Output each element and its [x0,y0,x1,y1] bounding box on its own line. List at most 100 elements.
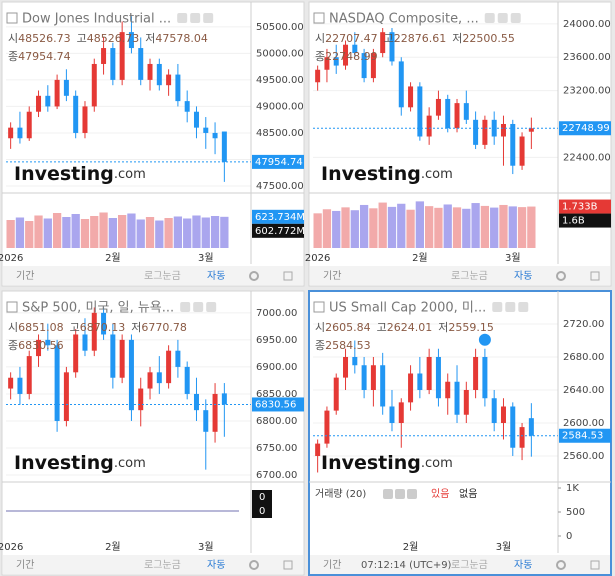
candle-body [8,127,14,139]
header-icon[interactable] [193,302,204,312]
candle-body [203,127,209,133]
header-icon[interactable] [177,13,188,23]
legend-icon[interactable] [395,489,405,499]
footer [3,266,303,285]
candle-body [454,103,460,129]
watermark-suffix: .com [114,456,146,471]
ohlc-name: 저 [131,321,141,334]
auto-button[interactable]: 자동 [207,270,225,282]
volume-bar [210,216,220,248]
y-tick-label: 7000.00 [256,308,297,319]
ohlc-value: 47954.74 [18,50,71,63]
volume-flag[interactable]: 있음 [431,488,449,500]
settings-icon[interactable] [249,560,259,570]
log-button[interactable]: 로그눈금 [144,270,181,282]
period-button[interactable]: 기간 [16,559,34,571]
y-tick-label: 50000.00 [256,48,304,59]
watermark-main: Investing [321,452,421,474]
volume-bar [359,204,369,248]
candle-body [463,389,469,415]
candle-body [36,339,42,357]
ohlc-item: 시2605.84 [315,321,371,334]
settings-icon[interactable] [249,271,259,281]
header-icon[interactable] [497,13,508,23]
log-button[interactable]: 로그눈금 [451,270,488,282]
candle-body [119,32,125,80]
header-icon[interactable] [180,302,191,312]
chart-icon [313,12,325,24]
log-button[interactable]: 로그눈금 [144,559,181,571]
ohlc-name: 고 [70,321,80,334]
chart-title: S&P 500, 미국, 일, 뉴욕... [22,301,174,316]
auto-button[interactable]: 자동 [514,270,532,282]
ohlc-item: 시6851.08 [8,321,64,334]
settings-icon[interactable] [556,271,566,281]
header-icon[interactable] [484,13,495,23]
candle-body [184,366,190,394]
header-icon[interactable] [492,302,503,312]
candle-body [73,334,79,373]
clock: 07:12:14 (UTC+9) [361,560,452,571]
volume-flag[interactable]: 없음 [459,487,477,500]
y-tick-label: 48500.00 [256,128,304,139]
volume-tick-label: 500 [566,507,585,518]
settings-icon[interactable] [556,560,566,570]
chart-title: Dow Jones Industrial ... [22,12,171,27]
candle-body [54,345,60,421]
candle-body [221,131,227,162]
candle-body [491,398,497,423]
log-button[interactable]: 로그눈금 [451,559,488,571]
candle-body [426,356,432,390]
candle-body [352,44,358,54]
period-button[interactable]: 기간 [323,270,341,282]
candle-body [128,32,134,49]
event-marker[interactable] [478,333,491,346]
header-icon[interactable] [203,13,214,23]
ohlc-value: 22707.47 [325,32,378,45]
volume-bar [127,213,136,248]
auto-button[interactable]: 자동 [207,559,225,571]
header-icon[interactable] [505,302,516,312]
volume-bar [62,217,71,248]
volume-bar [425,206,434,248]
candle-body [221,393,227,405]
header-icon[interactable] [190,13,201,23]
x-tick-label: 2026 [0,253,23,264]
header-icon[interactable] [206,302,217,312]
ohlc-name: 저 [438,321,448,334]
volume-bar [173,216,183,248]
expand-icon[interactable] [590,271,600,281]
expand-icon[interactable] [590,560,600,570]
volume-bar [90,216,99,248]
ohlc-name: 종 [8,50,18,63]
volume-bar [341,207,350,248]
x-tick-label: 2월 [412,252,428,264]
ohlc-value: 6851.08 [18,321,64,334]
legend-icon[interactable] [407,489,417,499]
candle-body [203,410,209,432]
ohlc-value: 2584.53 [325,339,371,352]
volume-bar [145,217,155,248]
volume-bar [387,206,397,248]
period-button[interactable]: 기간 [323,559,341,571]
candle-body [138,48,144,80]
volume-marker-label: 1.733B [562,202,598,213]
volume-bar [34,215,43,248]
header-icon[interactable] [510,13,521,23]
period-button[interactable]: 기간 [16,270,34,282]
ohlc-name: 저 [145,32,155,45]
x-tick-label: 3월 [198,252,214,264]
candle-body [389,32,395,62]
volume-bar [136,219,145,248]
header-icon[interactable] [518,302,529,312]
candle-body [17,377,23,394]
auto-button[interactable]: 자동 [514,559,532,571]
ohlc-name: 시 [8,32,18,45]
price-label: 6830.56 [255,399,296,410]
legend-icon[interactable] [383,489,393,499]
y-tick-label: 6850.00 [256,389,297,400]
expand-icon[interactable] [283,560,293,570]
candle-body [101,312,107,335]
expand-icon[interactable] [283,271,293,281]
watermark: Investing.com [321,163,453,185]
